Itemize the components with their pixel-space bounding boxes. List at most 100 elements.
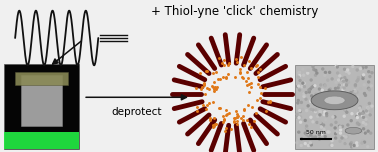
Point: [359, 115, 366, 117]
Point: [325, 92, 331, 95]
Point: [317, 114, 323, 116]
Point: [341, 87, 347, 89]
Point: [329, 144, 335, 147]
Point: [254, 64, 260, 66]
Point: [349, 146, 355, 148]
Point: [223, 114, 229, 116]
Point: [360, 140, 366, 142]
Point: [341, 80, 347, 82]
Point: [352, 89, 358, 92]
Point: [368, 110, 374, 112]
Point: [321, 124, 327, 126]
Circle shape: [324, 96, 345, 105]
Point: [257, 85, 263, 88]
Point: [234, 120, 240, 122]
Point: [321, 128, 327, 131]
Point: [354, 91, 360, 93]
Point: [223, 127, 229, 129]
Point: [263, 110, 269, 112]
Point: [295, 102, 301, 104]
Point: [294, 141, 300, 144]
Point: [354, 142, 360, 144]
Point: [345, 80, 351, 82]
Point: [369, 85, 375, 87]
Point: [327, 71, 333, 74]
Point: [194, 109, 200, 112]
Point: [305, 133, 311, 135]
Point: [206, 88, 212, 90]
Circle shape: [345, 127, 362, 134]
Point: [355, 96, 361, 98]
Point: [343, 84, 349, 86]
Point: [366, 87, 372, 89]
Bar: [4, 132, 79, 149]
Point: [307, 142, 313, 144]
Point: [335, 98, 341, 100]
Point: [354, 80, 360, 82]
Point: [333, 133, 339, 135]
Point: [339, 125, 345, 128]
Point: [363, 123, 369, 125]
Point: [355, 76, 361, 79]
Point: [329, 91, 335, 93]
Point: [301, 85, 307, 88]
Point: [338, 106, 344, 109]
Point: [359, 142, 365, 144]
Point: [294, 113, 300, 115]
Point: [355, 99, 361, 102]
Point: [352, 91, 358, 94]
Point: [235, 115, 241, 117]
Point: [354, 144, 360, 147]
Point: [221, 119, 227, 122]
Point: [361, 116, 367, 119]
Point: [365, 107, 371, 109]
Point: [201, 83, 208, 85]
Point: [345, 69, 351, 71]
Point: [322, 74, 328, 77]
Point: [333, 65, 339, 67]
Point: [340, 88, 346, 91]
Point: [228, 128, 234, 131]
Point: [361, 92, 367, 95]
Point: [209, 72, 215, 74]
Point: [344, 79, 350, 81]
Point: [305, 72, 311, 74]
Point: [355, 122, 361, 124]
Point: [308, 99, 314, 102]
Point: [301, 82, 307, 85]
Point: [313, 74, 319, 76]
Point: [367, 75, 373, 78]
Point: [361, 74, 367, 76]
Point: [297, 116, 304, 118]
Point: [224, 112, 230, 115]
Point: [337, 75, 343, 77]
Point: [356, 108, 363, 111]
Point: [212, 86, 218, 88]
Point: [335, 87, 341, 89]
Point: [231, 121, 237, 123]
Point: [254, 99, 260, 102]
Point: [345, 81, 352, 83]
Point: [336, 125, 342, 128]
Point: [350, 65, 356, 68]
Point: [234, 60, 240, 63]
Point: [302, 132, 308, 134]
Point: [305, 144, 311, 147]
Point: [317, 102, 323, 105]
Point: [349, 112, 355, 115]
Point: [340, 79, 346, 81]
Point: [337, 84, 343, 86]
Point: [299, 85, 305, 88]
Point: [310, 132, 316, 135]
Point: [266, 100, 273, 102]
Point: [342, 108, 348, 110]
Point: [295, 99, 301, 102]
Point: [309, 109, 315, 111]
Point: [305, 105, 311, 107]
Point: [310, 136, 316, 138]
Point: [253, 111, 259, 114]
Point: [304, 134, 310, 136]
Point: [302, 142, 308, 145]
Point: [203, 70, 209, 73]
Point: [322, 84, 328, 86]
